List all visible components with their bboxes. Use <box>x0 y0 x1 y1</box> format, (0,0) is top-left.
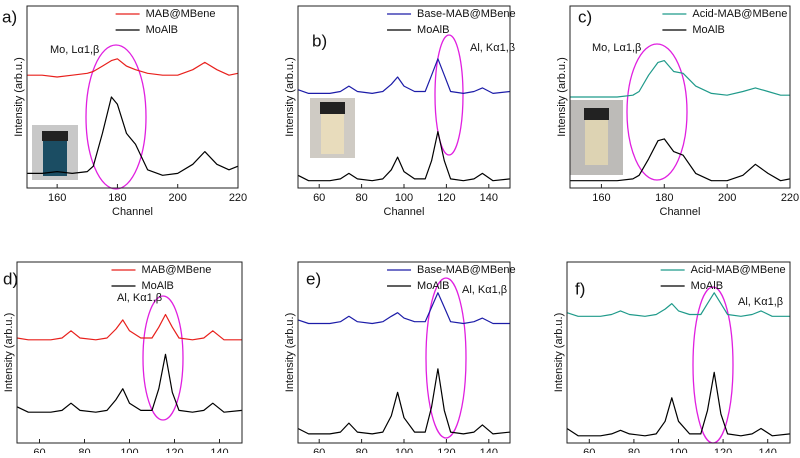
spectrum-line <box>297 292 510 325</box>
spectrum-line <box>566 292 790 317</box>
x-tick-label: 100 <box>395 192 413 204</box>
inset-photo <box>570 100 623 175</box>
x-tick-label: 160 <box>48 192 66 204</box>
x-tick-label: 140 <box>759 447 777 453</box>
x-tick-label: 120 <box>165 447 183 453</box>
y-axis-label: Intensity (arb.u.) <box>284 313 296 392</box>
spectrum-line <box>16 313 242 341</box>
legend-label: MoAlB <box>692 24 724 36</box>
x-tick-label: 100 <box>395 447 413 453</box>
plot-frame <box>16 261 243 444</box>
x-axis-label: Channel <box>112 206 153 218</box>
y-axis-label: Intensity (arb.u.) <box>3 313 15 392</box>
x-tick-label: 140 <box>480 192 498 204</box>
spectrum-line <box>570 60 790 98</box>
legend-label: Base-MAB@MBene <box>417 8 516 20</box>
legend-label: Acid-MAB@MBene <box>692 8 787 20</box>
legend-label: MAB@MBene <box>146 8 216 20</box>
x-tick-label: 220 <box>229 192 247 204</box>
annotation: Al, Kα1,β <box>738 296 783 308</box>
highlight-ellipse <box>85 44 147 190</box>
panel-label: d) <box>3 269 18 288</box>
annotation: Al, Kα1,β <box>470 42 515 54</box>
x-tick-label: 140 <box>480 447 498 453</box>
legend-label: MoAlB <box>142 280 174 292</box>
x-tick-label: 120 <box>437 192 455 204</box>
x-tick-label: 100 <box>120 447 138 453</box>
legend-label: MoAlB <box>691 280 723 292</box>
x-tick-label: 80 <box>628 447 640 453</box>
x-tick-label: 180 <box>108 192 126 204</box>
legend-label: MoAlB <box>417 280 449 292</box>
annotation: Mo, Lα1,β <box>592 42 641 54</box>
x-tick-label: 160 <box>592 192 610 204</box>
x-tick-label: 200 <box>718 192 736 204</box>
panel-label: a) <box>2 7 17 26</box>
x-axis-label: Channel <box>660 206 701 218</box>
plot-frame <box>26 5 239 189</box>
annotation: Al, Kα1,β <box>462 284 507 296</box>
plot-frame <box>569 5 791 189</box>
x-tick-label: 200 <box>169 192 187 204</box>
y-axis-label: Intensity (arb.u.) <box>553 313 565 392</box>
panel-label: f) <box>575 279 585 298</box>
x-tick-label: 220 <box>781 192 799 204</box>
spectrum-line <box>297 368 511 435</box>
x-tick-label: 100 <box>669 447 687 453</box>
spectrum-line <box>566 371 791 437</box>
highlight-ellipse <box>626 43 688 181</box>
x-tick-label: 80 <box>355 447 367 453</box>
spectrum-line <box>297 131 511 182</box>
x-tick-label: 180 <box>655 192 673 204</box>
x-tick-label: 120 <box>714 447 732 453</box>
x-tick-label: 80 <box>355 192 367 204</box>
y-axis-label: Intensity (arb.u.) <box>284 57 296 136</box>
y-axis-label: Intensity (arb.u.) <box>13 57 25 136</box>
spectrum-line <box>27 58 239 78</box>
inset-photo <box>310 98 355 158</box>
highlight-ellipse <box>425 277 467 439</box>
plot-frame <box>566 261 791 444</box>
plot-frame <box>297 5 511 189</box>
x-tick-label: 60 <box>313 447 325 453</box>
annotation: Al, Kα1,β <box>117 292 162 304</box>
y-axis-label: Intensity (arb.u.) <box>556 57 568 136</box>
spectrum-line <box>27 96 239 176</box>
x-tick-label: 60 <box>33 447 45 453</box>
x-axis-label: Channel <box>384 206 425 218</box>
legend-label: Acid-MAB@MBene <box>691 264 786 276</box>
highlight-ellipse <box>142 295 184 421</box>
highlight-ellipse <box>434 34 464 156</box>
x-tick-label: 80 <box>78 447 90 453</box>
inset-photo <box>32 125 78 180</box>
legend-label: MoAlB <box>146 24 178 36</box>
spectrum-line <box>297 58 511 94</box>
annotation: Mo, Lα1,β <box>50 44 99 56</box>
spectrum-line <box>16 353 243 413</box>
panel-label: c) <box>578 7 592 26</box>
x-tick-label: 60 <box>313 192 325 204</box>
legend-label: Base-MAB@MBene <box>417 264 516 276</box>
x-tick-label: 140 <box>210 447 228 453</box>
legend-label: MoAlB <box>417 24 449 36</box>
panel-label: b) <box>312 31 327 50</box>
panel-label: e) <box>306 269 321 288</box>
legend-label: MAB@MBene <box>142 264 212 276</box>
x-tick-label: 120 <box>437 447 455 453</box>
spectrum-line <box>570 138 791 182</box>
x-tick-label: 60 <box>583 447 595 453</box>
highlight-ellipse <box>692 286 734 444</box>
